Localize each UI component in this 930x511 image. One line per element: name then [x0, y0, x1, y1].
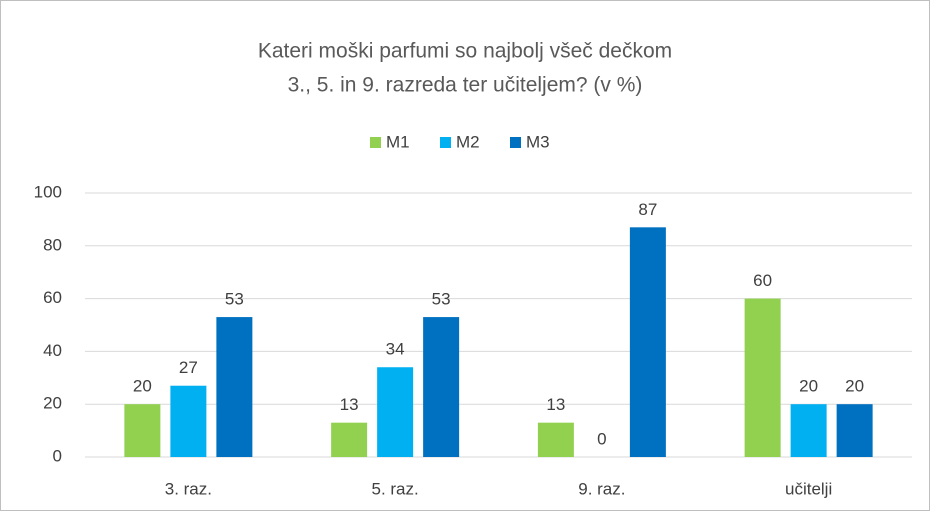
data-label: 20: [799, 377, 818, 396]
bar: [790, 404, 827, 457]
data-label: 34: [386, 340, 405, 359]
legend-label: M3: [526, 132, 550, 151]
y-tick-label: 80: [43, 235, 62, 254]
legend-swatch: [440, 137, 451, 148]
bar: [744, 298, 781, 457]
x-tick-label: 3. raz.: [165, 479, 212, 498]
data-label: 53: [432, 290, 451, 309]
data-label: 87: [638, 200, 657, 219]
y-tick-label: 60: [43, 288, 62, 307]
bar: [124, 404, 161, 457]
data-label: 60: [753, 271, 772, 290]
legend-label: M1: [386, 132, 410, 151]
data-label: 13: [546, 395, 565, 414]
data-label: 20: [845, 377, 864, 396]
y-tick-label: 100: [34, 182, 62, 201]
bar: [423, 317, 460, 457]
data-label: 0: [597, 429, 606, 448]
legend-label: M2: [456, 132, 480, 151]
y-tick-label: 0: [53, 446, 62, 465]
bar: [377, 367, 414, 457]
bar: [331, 422, 368, 457]
x-tick-label: učitelji: [785, 479, 832, 498]
x-tick-label: 5. raz.: [372, 479, 419, 498]
bar: [836, 404, 873, 457]
data-label: 20: [133, 377, 152, 396]
data-label: 27: [179, 358, 198, 377]
y-tick-label: 40: [43, 341, 62, 360]
data-label: 13: [340, 395, 359, 414]
chart-title: 3., 5. in 9. razreda ter učiteljem? (v %…: [288, 74, 643, 97]
bar: [170, 385, 207, 457]
chart-title: Kateri moški parfumi so najbolj všeč deč…: [258, 40, 672, 63]
bar: [537, 422, 574, 457]
bar: [216, 317, 253, 457]
data-label: 53: [225, 290, 244, 309]
legend-swatch: [370, 137, 381, 148]
bar: [629, 227, 666, 457]
x-tick-label: 9. raz.: [578, 479, 625, 498]
y-tick-label: 20: [43, 394, 62, 413]
legend-swatch: [510, 137, 521, 148]
